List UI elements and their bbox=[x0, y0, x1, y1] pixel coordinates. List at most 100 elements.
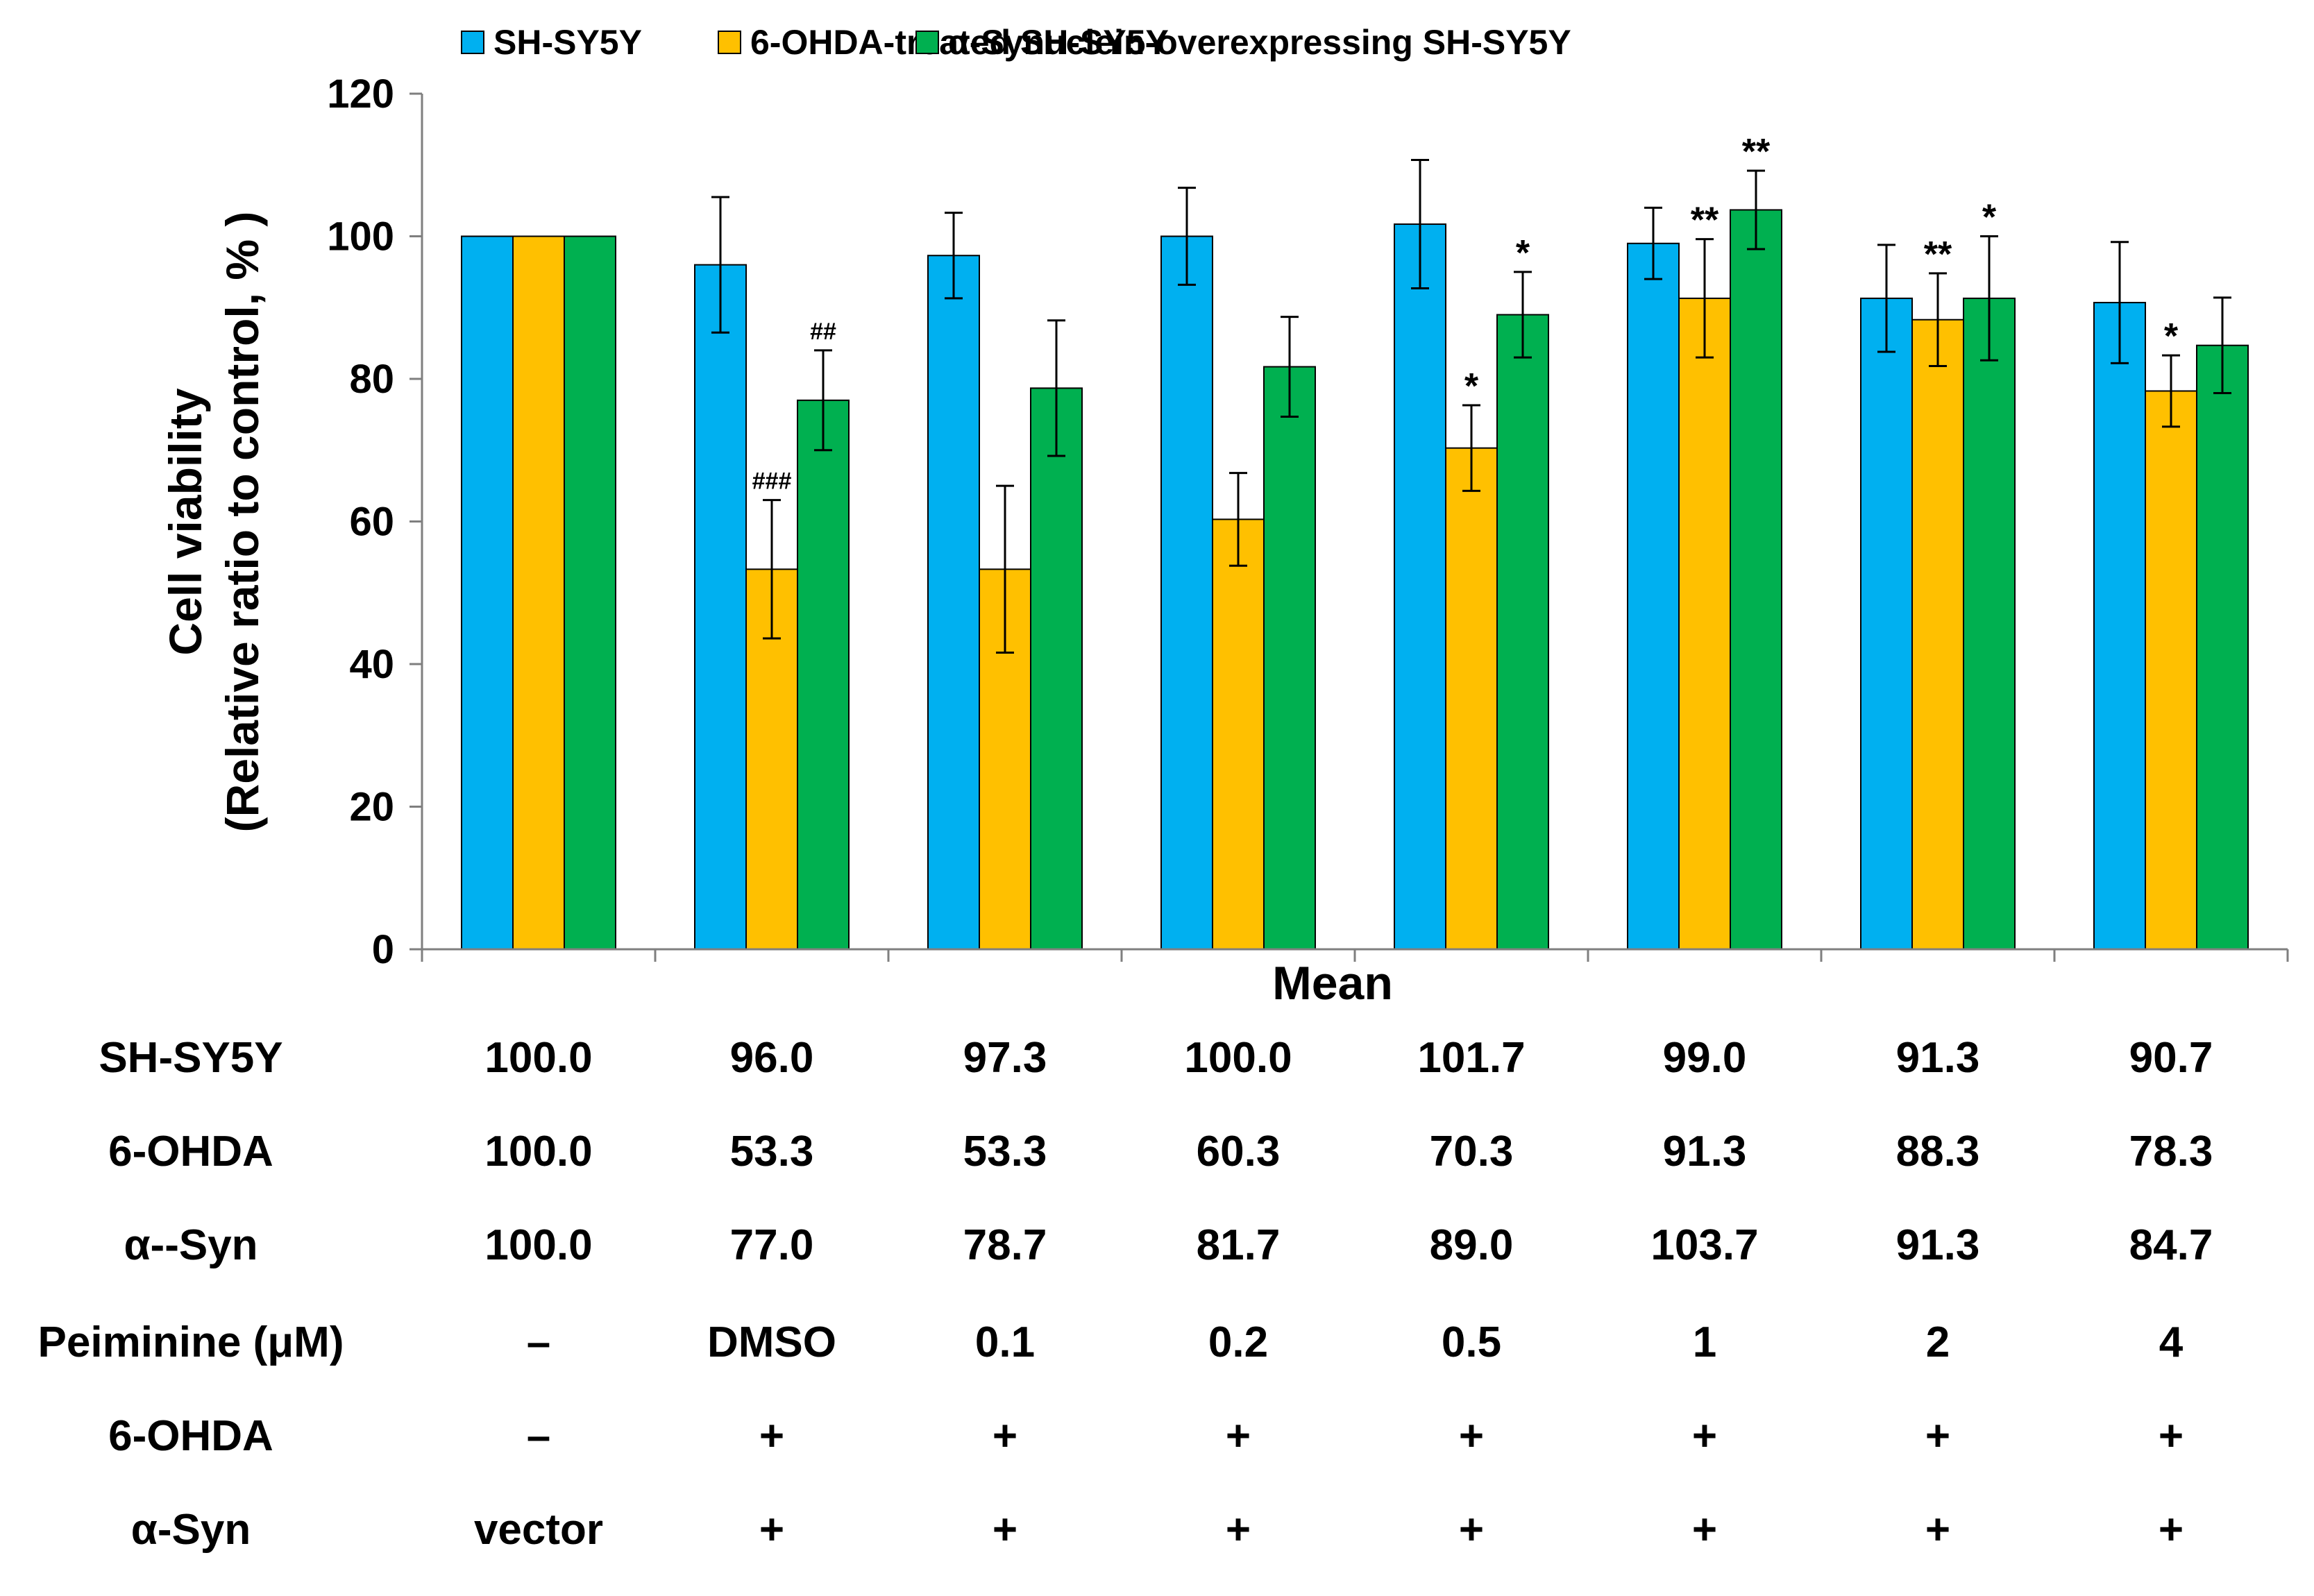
y-axis-title: Cell viability bbox=[160, 388, 211, 655]
bar-sh-0 bbox=[461, 235, 514, 950]
bar-ohda-3 bbox=[1212, 518, 1265, 950]
bar-sh-7 bbox=[2093, 302, 2146, 950]
table-cell-2-3: 81.7 bbox=[1197, 1221, 1281, 1269]
bar-sh-2 bbox=[927, 255, 980, 950]
bar-sh-3 bbox=[1160, 235, 1213, 950]
table-cell-2-2: 78.7 bbox=[963, 1221, 1047, 1269]
table-cell-1-4: 70.3 bbox=[1430, 1128, 1514, 1175]
bar-syn-1 bbox=[797, 399, 850, 950]
table-cell-1-6: 88.3 bbox=[1896, 1128, 1980, 1175]
table-cell-5-6: + bbox=[1925, 1506, 1950, 1554]
table-cell-1-5: 91.3 bbox=[1663, 1128, 1747, 1175]
table-row-label-0: SH-SY5Y bbox=[99, 1034, 282, 1082]
legend-label-sh: SH-SY5Y bbox=[493, 23, 642, 62]
table-cell-4-7: + bbox=[2159, 1412, 2184, 1460]
table-cell-3-5: 1 bbox=[1693, 1318, 1716, 1366]
table-cell-1-0: 100.0 bbox=[484, 1128, 592, 1175]
y-axis-subtitle: (Relative ratio to control, % ) bbox=[217, 212, 268, 833]
table-cell-2-1: 77.0 bbox=[730, 1221, 814, 1269]
bar-ohda-4 bbox=[1445, 447, 1498, 950]
table-cell-0-1: 96.0 bbox=[730, 1034, 814, 1082]
table-cell-5-3: + bbox=[1226, 1506, 1251, 1554]
table-cell-0-2: 97.3 bbox=[963, 1034, 1047, 1082]
table-cell-3-1: DMSO bbox=[707, 1318, 836, 1366]
table-row-label-3: Peiminine (μM) bbox=[38, 1318, 344, 1366]
table-cell-2-4: 89.0 bbox=[1430, 1221, 1514, 1269]
table-cell-3-6: 2 bbox=[1926, 1318, 1950, 1366]
annotation-ohda-5: ** bbox=[1691, 201, 1719, 241]
bar-ohda-7 bbox=[2145, 390, 2197, 950]
annotation-ohda-1: ### bbox=[752, 468, 792, 495]
annotation-ohda-4: * bbox=[1464, 366, 1479, 407]
bar-syn-2 bbox=[1030, 387, 1083, 950]
table-cell-5-7: + bbox=[2159, 1506, 2184, 1554]
table-cell-5-4: + bbox=[1459, 1506, 1484, 1554]
y-tick-label-80: 80 bbox=[349, 357, 394, 402]
table-cell-2-7: 84.7 bbox=[2129, 1221, 2213, 1269]
y-tick-label-40: 40 bbox=[349, 642, 394, 687]
table-cell-3-0: – bbox=[527, 1318, 550, 1366]
table-cell-1-7: 78.3 bbox=[2129, 1128, 2213, 1175]
table-cell-3-4: 0.5 bbox=[1442, 1318, 1501, 1366]
table-cell-5-2: + bbox=[993, 1506, 1017, 1554]
bar-sh-1 bbox=[694, 264, 747, 951]
table-cell-5-1: + bbox=[759, 1506, 784, 1554]
annotation-syn-6: * bbox=[1982, 198, 1997, 238]
bar-ohda-5 bbox=[1678, 297, 1731, 950]
bar-syn-7 bbox=[2196, 344, 2249, 950]
table-cell-4-6: + bbox=[1925, 1412, 1950, 1460]
table-cell-3-3: 0.2 bbox=[1208, 1318, 1268, 1366]
annotation-syn-5: ** bbox=[1742, 132, 1771, 172]
bar-syn-3 bbox=[1263, 366, 1316, 950]
table-row-label-2: α--Syn bbox=[124, 1221, 257, 1269]
table-cell-0-5: 99.0 bbox=[1663, 1034, 1747, 1082]
bar-sh-5 bbox=[1627, 242, 1680, 950]
bar-syn-6 bbox=[1963, 297, 2016, 950]
table-cell-3-2: 0.1 bbox=[975, 1318, 1035, 1366]
annotation-ohda-7: * bbox=[2164, 316, 2179, 357]
legend-swatch-sh bbox=[461, 31, 484, 54]
bar-syn-0 bbox=[564, 235, 616, 950]
legend-label-ohda: 6-OHDA-treated SH-SY5Y bbox=[750, 23, 1169, 62]
annotation-ohda-6: ** bbox=[1924, 235, 1952, 275]
table-cell-0-4: 101.7 bbox=[1417, 1034, 1525, 1082]
table-cell-1-2: 53.3 bbox=[963, 1128, 1047, 1175]
table-cell-3-7: 4 bbox=[2159, 1318, 2184, 1366]
table-cell-1-1: 53.3 bbox=[730, 1128, 814, 1175]
table-cell-4-5: + bbox=[1692, 1412, 1717, 1460]
table-cell-2-0: 100.0 bbox=[484, 1221, 592, 1269]
annotation-syn-4: * bbox=[1516, 233, 1530, 273]
table-cell-2-5: 103.7 bbox=[1650, 1221, 1758, 1269]
bar-sh-4 bbox=[1394, 223, 1446, 951]
table-cell-1-3: 60.3 bbox=[1197, 1128, 1281, 1175]
table-row-label-1: 6-OHDA bbox=[108, 1128, 273, 1175]
table-cell-4-2: + bbox=[993, 1412, 1017, 1460]
y-tick-label-20: 20 bbox=[349, 785, 394, 830]
table-cell-4-4: + bbox=[1459, 1412, 1484, 1460]
legend-swatch-syn bbox=[915, 31, 939, 54]
table-cell-4-0: – bbox=[527, 1412, 550, 1460]
y-tick-label-60: 60 bbox=[349, 500, 394, 545]
bar-syn-4 bbox=[1496, 314, 1549, 950]
table-cell-0-7: 90.7 bbox=[2129, 1034, 2213, 1082]
table-cell-0-6: 91.3 bbox=[1896, 1034, 1980, 1082]
table-row-label-4: 6-OHDA bbox=[108, 1412, 273, 1460]
y-tick-label-0: 0 bbox=[372, 927, 394, 972]
table-cell-5-5: + bbox=[1692, 1506, 1717, 1554]
table-cell-5-0: vector bbox=[474, 1506, 603, 1554]
legend-label-syn: α-Synuclein-overexpressing SH-SY5Y bbox=[948, 23, 1571, 62]
table-cell-0-3: 100.0 bbox=[1184, 1034, 1292, 1082]
bar-sh-6 bbox=[1860, 297, 1913, 950]
x-axis-title: Mean bbox=[1272, 957, 1393, 1010]
table-cell-0-0: 100.0 bbox=[484, 1034, 592, 1082]
bar-ohda-6 bbox=[1911, 319, 1964, 950]
annotation-syn-1: ## bbox=[810, 319, 836, 345]
y-tick-label-100: 100 bbox=[327, 214, 394, 260]
table-row-label-5: α-Syn bbox=[131, 1506, 251, 1554]
table-cell-4-3: + bbox=[1226, 1412, 1251, 1460]
table-cell-4-1: + bbox=[759, 1412, 784, 1460]
legend-swatch-ohda bbox=[718, 31, 741, 54]
bar-syn-5 bbox=[1730, 209, 1782, 950]
